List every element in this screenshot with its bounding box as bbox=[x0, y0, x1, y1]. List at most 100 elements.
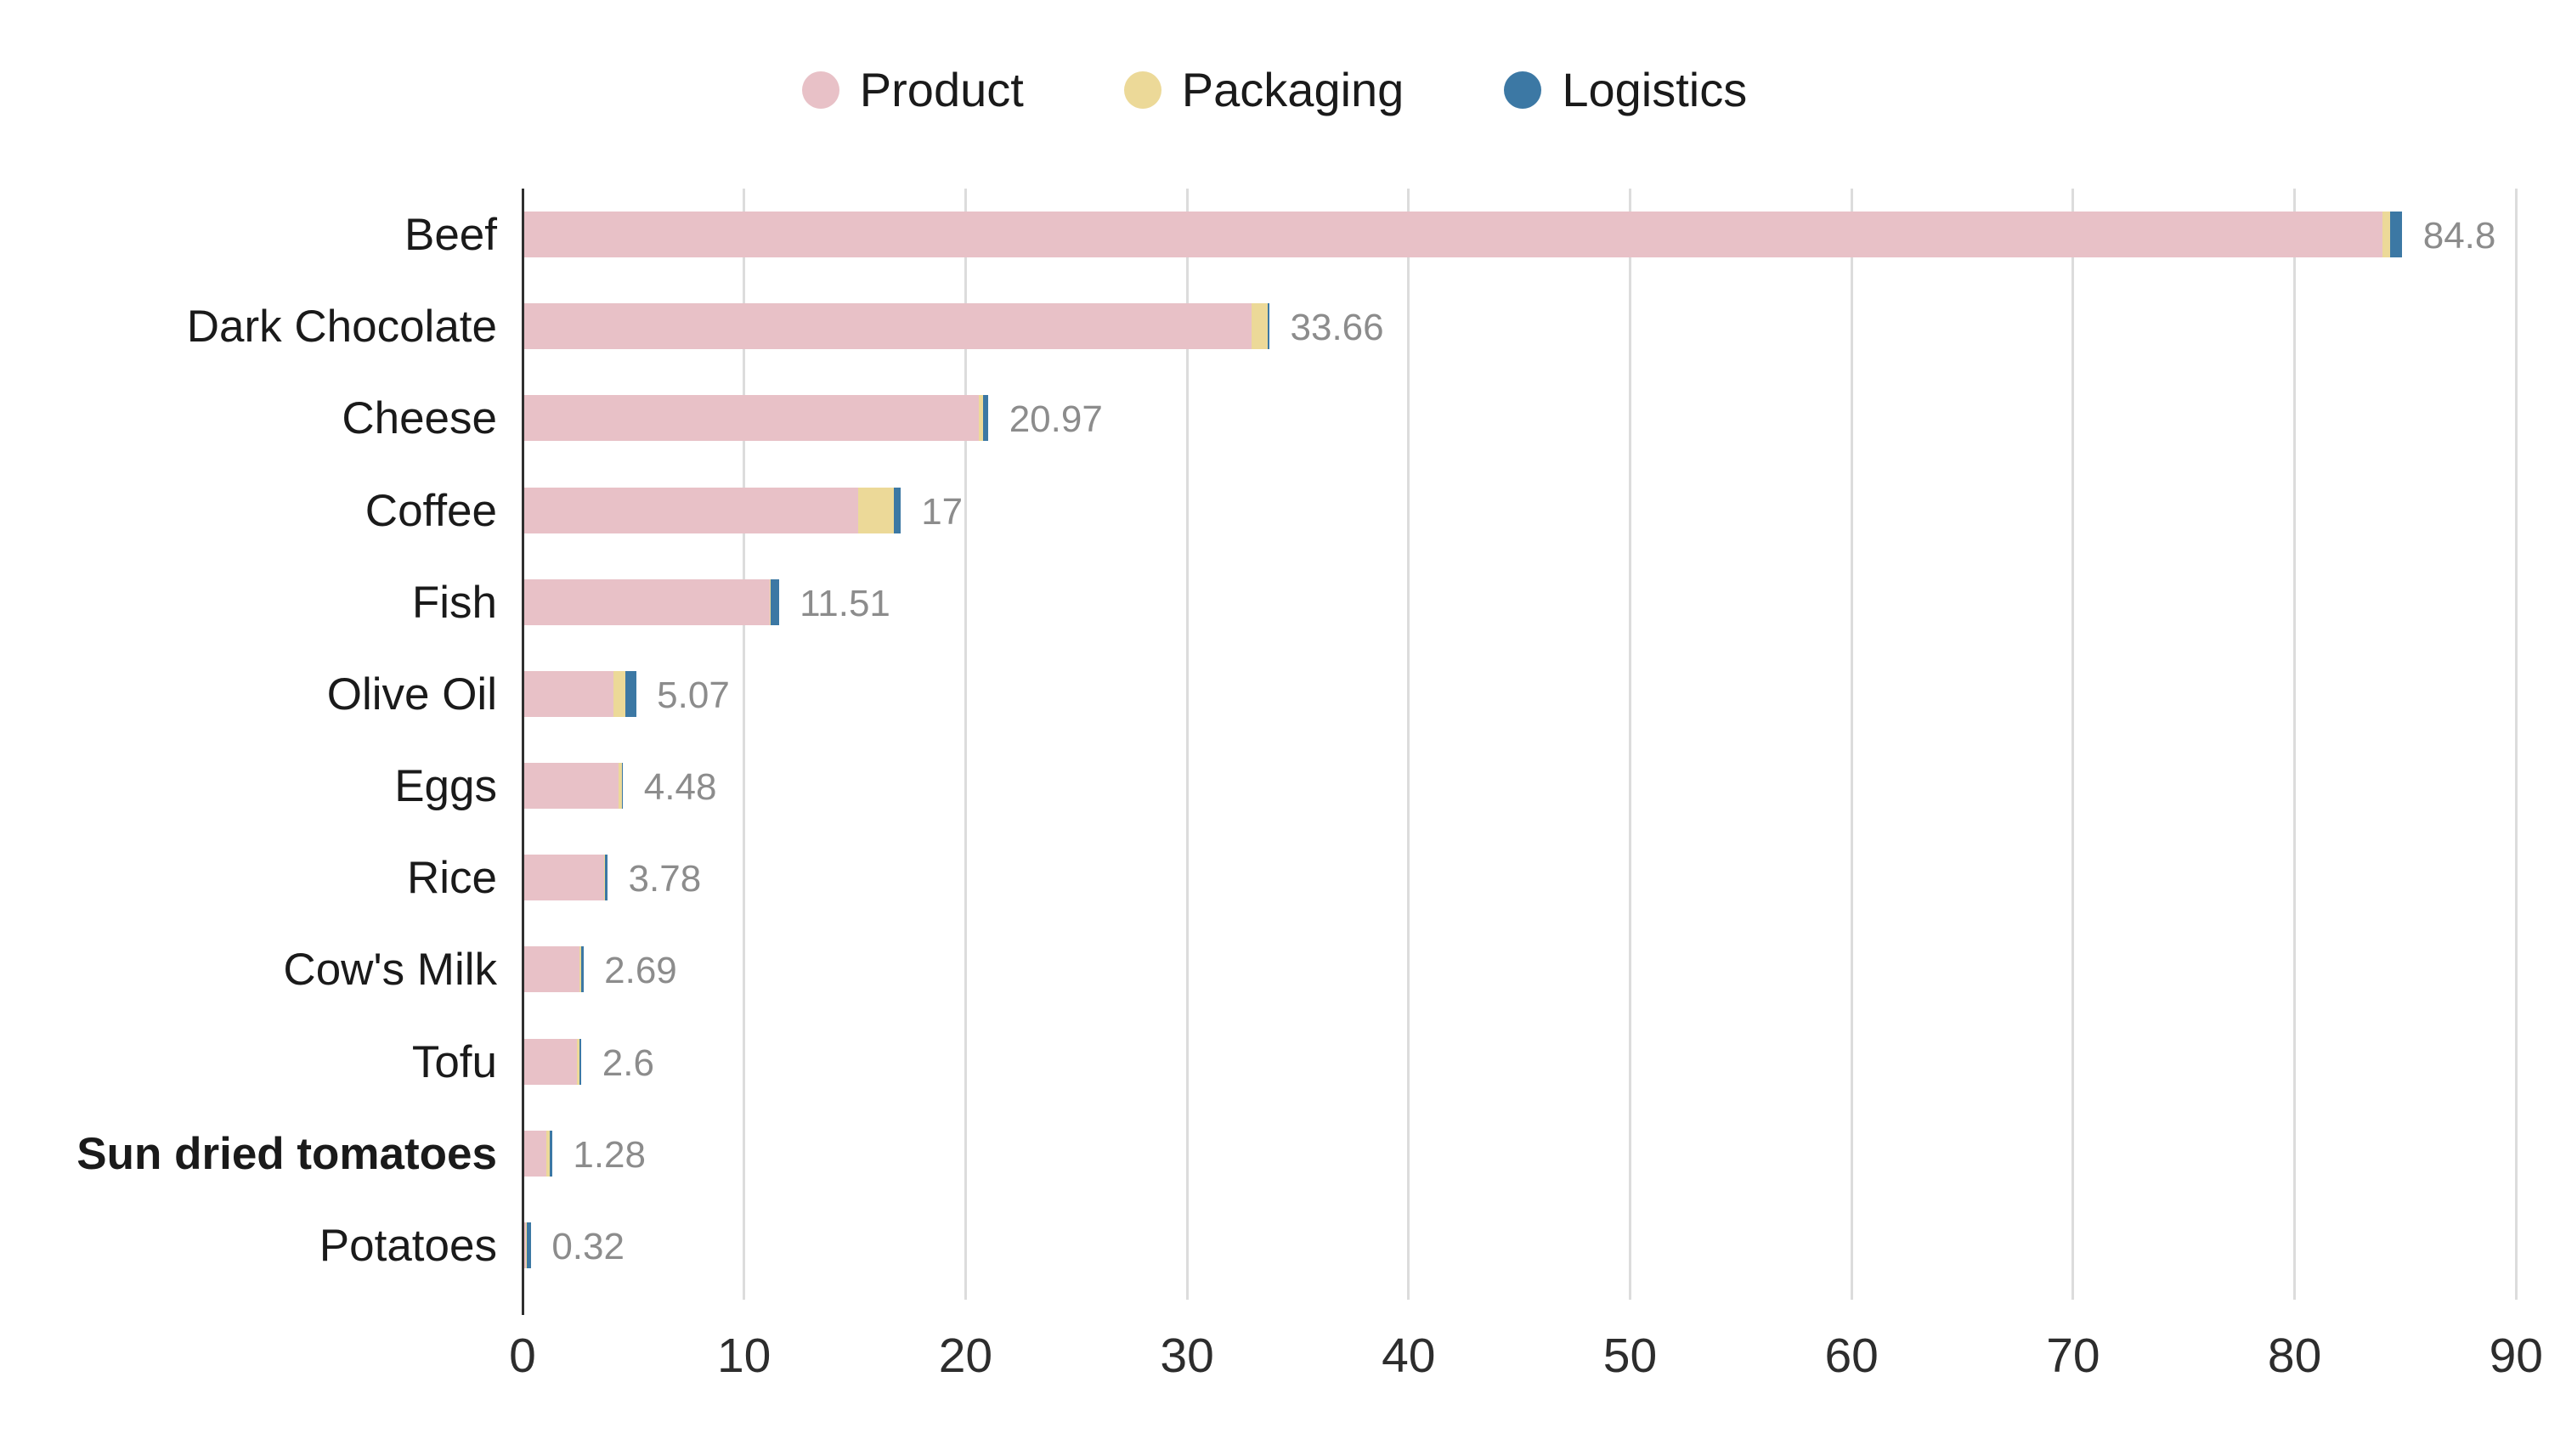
bar-segment-packaging bbox=[619, 763, 623, 810]
value-label: 4.48 bbox=[643, 766, 717, 809]
bar-segment-product bbox=[523, 303, 1252, 350]
gridline-90 bbox=[2514, 189, 2518, 1300]
product-legend-swatch-icon bbox=[801, 71, 839, 109]
x-tick-30: 30 bbox=[1160, 1329, 1214, 1383]
bar-segment-logistics bbox=[893, 487, 901, 533]
gridline-20 bbox=[964, 189, 967, 1300]
bar-row bbox=[523, 763, 624, 810]
category-label: Rice bbox=[406, 853, 497, 904]
x-tick-0: 0 bbox=[509, 1329, 536, 1383]
bar-segment-product bbox=[523, 855, 604, 901]
bar-segment-product bbox=[523, 670, 614, 717]
bar-segment-packaging bbox=[613, 670, 626, 717]
bar-segment-packaging bbox=[858, 487, 894, 533]
bar-row bbox=[523, 670, 636, 717]
category-label: Cheese bbox=[342, 393, 497, 444]
value-label: 2.6 bbox=[602, 1041, 654, 1084]
bar-segment-product bbox=[523, 1038, 578, 1085]
category-label: Cow's Milk bbox=[283, 945, 497, 996]
legend-item-logistics: Logistics bbox=[1504, 66, 1747, 114]
category-label: Sun dried tomatoes bbox=[76, 1128, 497, 1179]
x-tick-20: 20 bbox=[938, 1329, 993, 1383]
gridline-50 bbox=[1629, 189, 1631, 1300]
bar-row bbox=[523, 395, 989, 442]
legend-label-logistics: Logistics bbox=[1562, 63, 1748, 116]
bar-segment-product bbox=[523, 395, 980, 442]
category-label: Dark Chocolate bbox=[186, 302, 497, 353]
bar-row bbox=[523, 487, 901, 533]
bar-segment-logistics bbox=[771, 578, 779, 625]
bar-segment-product bbox=[523, 487, 859, 533]
legend-label-packaging: Packaging bbox=[1181, 63, 1404, 116]
logistics-legend-swatch-icon bbox=[1504, 71, 1542, 109]
gridline-40 bbox=[1407, 189, 1410, 1300]
category-label: Eggs bbox=[394, 761, 497, 812]
bar-segment-packaging bbox=[546, 1130, 550, 1177]
x-tick-60: 60 bbox=[1824, 1329, 1879, 1383]
bar-segment-product bbox=[523, 763, 619, 810]
bar-segment-logistics bbox=[549, 1130, 552, 1177]
packaging-legend-swatch-icon bbox=[1123, 71, 1161, 109]
bar-segment-logistics bbox=[605, 855, 608, 901]
bar-row bbox=[523, 1130, 552, 1177]
bar-segment-packaging bbox=[979, 395, 983, 442]
bar-segment-packaging bbox=[1251, 303, 1269, 350]
bar-segment-product bbox=[523, 212, 2382, 258]
bar-segment-product bbox=[523, 946, 580, 993]
bar-row bbox=[523, 212, 2403, 258]
bar-segment-packaging bbox=[577, 1038, 580, 1085]
category-label: Olive Oil bbox=[326, 669, 497, 720]
value-label: 33.66 bbox=[1290, 307, 1384, 349]
value-label: 5.07 bbox=[657, 674, 730, 716]
bar-segment-product bbox=[523, 1130, 547, 1177]
bar-segment-packaging bbox=[2382, 212, 2390, 258]
bar-row bbox=[523, 1038, 582, 1085]
gridline-70 bbox=[2071, 189, 2075, 1300]
category-label: Fish bbox=[411, 577, 497, 628]
value-label: 84.8 bbox=[2422, 215, 2496, 257]
axis-zero-line bbox=[521, 189, 524, 1315]
gridline-80 bbox=[2293, 189, 2297, 1300]
x-tick-90: 90 bbox=[2489, 1329, 2543, 1383]
bar-segment-logistics bbox=[625, 670, 636, 717]
value-label: 3.78 bbox=[628, 858, 702, 900]
bar-segment-packaging bbox=[603, 855, 606, 901]
bar-row bbox=[523, 578, 779, 625]
value-label: 20.97 bbox=[1009, 398, 1103, 441]
x-tick-80: 80 bbox=[2267, 1329, 2322, 1383]
bar-segment-logistics bbox=[581, 946, 584, 993]
x-tick-50: 50 bbox=[1602, 1329, 1658, 1383]
legend-item-product: Product bbox=[801, 63, 1024, 116]
chart-legend: Product Packaging Logistics bbox=[0, 49, 2549, 131]
bar-row bbox=[523, 1222, 531, 1268]
value-label: 11.51 bbox=[800, 582, 890, 624]
x-tick-40: 40 bbox=[1382, 1329, 1436, 1383]
bar-segment-product bbox=[523, 578, 770, 625]
gridline-60 bbox=[1850, 189, 1853, 1300]
legend-label-product: Product bbox=[859, 63, 1024, 116]
value-label: 1.28 bbox=[573, 1133, 646, 1176]
category-label: Coffee bbox=[365, 485, 497, 536]
bar-segment-logistics bbox=[1268, 303, 1269, 350]
category-label: Tofu bbox=[411, 1036, 497, 1087]
bar-segment-logistics bbox=[2389, 212, 2403, 258]
value-label: 17 bbox=[921, 490, 964, 533]
value-label: 0.32 bbox=[551, 1225, 625, 1267]
bar-segment-logistics bbox=[622, 763, 624, 810]
bar-row bbox=[523, 946, 584, 993]
bar-segment-packaging bbox=[769, 578, 771, 625]
x-tick-10: 10 bbox=[716, 1329, 771, 1383]
bar-row bbox=[523, 855, 608, 901]
bar-row bbox=[523, 303, 1269, 350]
bar-segment-packaging bbox=[525, 1222, 527, 1268]
category-label: Beef bbox=[404, 210, 497, 261]
bar-segment-logistics bbox=[526, 1222, 531, 1268]
category-label: Potatoes bbox=[319, 1220, 497, 1271]
bar-segment-logistics bbox=[579, 1038, 582, 1085]
gridline-10 bbox=[743, 189, 746, 1300]
bar-segment-product bbox=[523, 1222, 526, 1268]
x-tick-70: 70 bbox=[2046, 1329, 2100, 1383]
gridline-30 bbox=[1185, 189, 1189, 1300]
